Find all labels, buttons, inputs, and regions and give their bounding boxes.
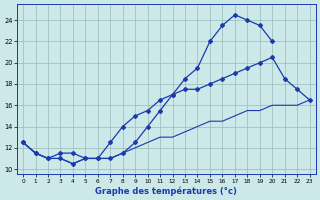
X-axis label: Graphe des températures (°c): Graphe des températures (°c) [95, 186, 237, 196]
